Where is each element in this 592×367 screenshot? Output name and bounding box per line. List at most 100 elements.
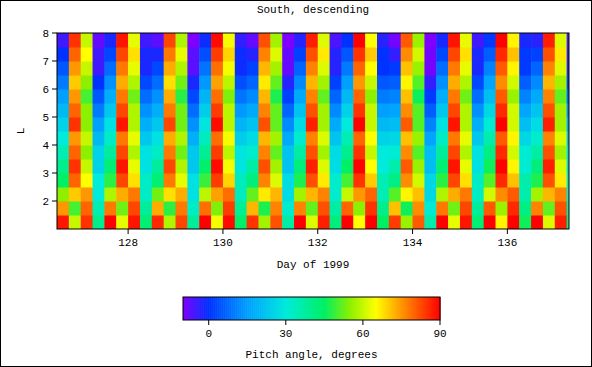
- cell: [424, 47, 436, 62]
- cell: [282, 187, 294, 202]
- cell: [152, 187, 164, 202]
- cell: [140, 117, 152, 132]
- cell: [318, 159, 330, 174]
- cell: [93, 103, 105, 118]
- cell: [484, 61, 496, 76]
- cell: [413, 89, 425, 104]
- cell: [247, 89, 259, 104]
- cell: [223, 75, 235, 90]
- cell: [496, 131, 508, 146]
- cell: [353, 159, 365, 174]
- cell: [81, 159, 93, 174]
- cell: [389, 173, 401, 188]
- cell: [211, 61, 223, 76]
- cell: [211, 33, 223, 48]
- cell: [211, 201, 223, 216]
- cell: [353, 173, 365, 188]
- cell: [140, 61, 152, 76]
- cell: [318, 173, 330, 188]
- cell: [57, 117, 69, 132]
- cell: [235, 33, 247, 48]
- cell: [484, 117, 496, 132]
- cell: [116, 145, 128, 160]
- cell: [294, 75, 306, 90]
- cell: [57, 173, 69, 188]
- cell: [152, 103, 164, 118]
- cell: [247, 117, 259, 132]
- cell: [543, 61, 555, 76]
- cell: [330, 201, 342, 216]
- y-axis-label: L: [15, 128, 27, 135]
- cell: [152, 215, 164, 229]
- cell: [176, 89, 188, 104]
- cell: [294, 131, 306, 146]
- cell: [507, 117, 519, 132]
- title: South, descending: [257, 4, 369, 16]
- cell: [306, 215, 318, 229]
- cell: [57, 187, 69, 202]
- cell: [104, 75, 116, 90]
- cell: [258, 215, 270, 229]
- cell: [424, 103, 436, 118]
- cell: [484, 89, 496, 104]
- cell: [223, 131, 235, 146]
- cell: [187, 33, 199, 48]
- colorbar-tick-label: 60: [356, 328, 369, 340]
- chart: 1281301321341362345678South, descendingD…: [0, 0, 592, 367]
- cell: [187, 61, 199, 76]
- cell: [306, 187, 318, 202]
- cell: [555, 117, 567, 132]
- cell: [472, 159, 484, 174]
- cell: [258, 47, 270, 62]
- cell: [389, 159, 401, 174]
- cell: [472, 47, 484, 62]
- cell: [496, 117, 508, 132]
- cell: [353, 187, 365, 202]
- cell: [424, 173, 436, 188]
- cell: [294, 201, 306, 216]
- cell: [247, 47, 259, 62]
- cell: [460, 75, 472, 90]
- cell: [484, 131, 496, 146]
- cell: [187, 215, 199, 229]
- cell: [187, 131, 199, 146]
- cell: [543, 103, 555, 118]
- x-tick-label: 132: [308, 237, 328, 249]
- cell: [543, 215, 555, 229]
- cell: [318, 201, 330, 216]
- cell: [57, 89, 69, 104]
- cell: [460, 173, 472, 188]
- cell: [152, 61, 164, 76]
- cell: [460, 117, 472, 132]
- cell: [448, 145, 460, 160]
- cell: [531, 159, 543, 174]
- cell: [128, 159, 140, 174]
- cell: [519, 89, 531, 104]
- cell: [555, 103, 567, 118]
- cell: [555, 145, 567, 160]
- cell: [128, 131, 140, 146]
- cell: [258, 61, 270, 76]
- colorbar-tick: [440, 320, 441, 325]
- cell: [353, 117, 365, 132]
- cell: [484, 215, 496, 229]
- cell: [519, 47, 531, 62]
- cell: [472, 187, 484, 202]
- y-tick: [52, 33, 57, 34]
- cell: [318, 89, 330, 104]
- cell: [176, 103, 188, 118]
- cell: [116, 201, 128, 216]
- y-tick: [52, 173, 57, 174]
- x-tick-label: 128: [118, 237, 138, 249]
- cell: [223, 89, 235, 104]
- cell: [128, 117, 140, 132]
- cell: [247, 75, 259, 90]
- cell: [460, 61, 472, 76]
- cell: [247, 103, 259, 118]
- cell: [330, 103, 342, 118]
- cell: [448, 61, 460, 76]
- cell: [104, 103, 116, 118]
- cell: [531, 75, 543, 90]
- cell: [270, 89, 282, 104]
- cell: [235, 131, 247, 146]
